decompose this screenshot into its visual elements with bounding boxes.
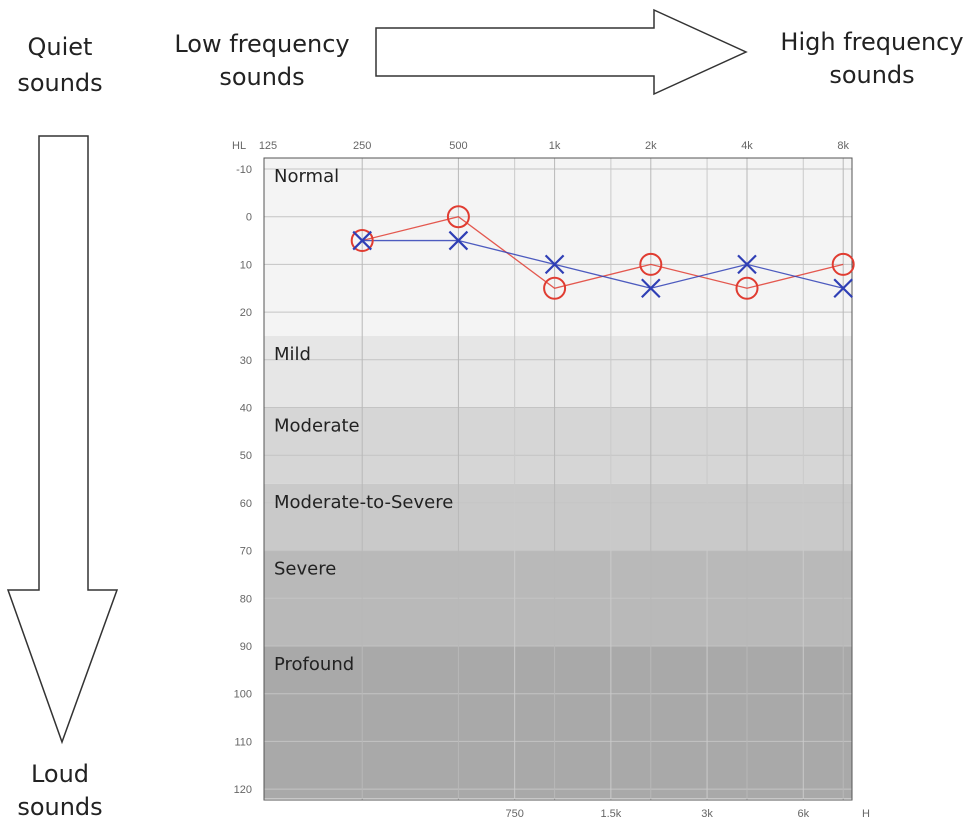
severity-band [264, 158, 852, 336]
top-axis-tick-label: 125 [259, 140, 277, 152]
y-axis-tick-label: 60 [240, 498, 252, 510]
data-point-cross [737, 254, 757, 275]
severity-band [264, 335, 852, 408]
severity-band-label: Severe [274, 559, 336, 580]
top-axis-title: HL [232, 140, 246, 152]
y-axis-tick-label: 80 [240, 593, 252, 605]
severity-bands [264, 158, 852, 799]
y-axis-tick-label: 100 [234, 689, 252, 701]
data-point-cross [833, 278, 853, 299]
severity-band-label: Moderate [274, 416, 360, 437]
quiet-label-line1: Quiet [28, 33, 93, 61]
severity-band-label: Normal [274, 166, 339, 187]
series-line-cross [362, 239, 844, 289]
audiogram-chart: Normal Mild Moderate Moderate-to-Severe Seve… [232, 140, 870, 820]
top-axis-tick-label: 2k [645, 140, 657, 152]
data-point-circle [639, 252, 663, 276]
top-axis-tick-label: 250 [353, 140, 371, 152]
y-axis-tick-label: 90 [240, 641, 252, 653]
y-axis-tick-label: 30 [240, 355, 252, 367]
y-axis-tick-label: 50 [240, 450, 252, 462]
y-axis-tick-label: 20 [240, 307, 252, 319]
y-axis-tick-label: 10 [240, 259, 252, 271]
top-axis-tick-label: 1k [549, 140, 561, 152]
data-point-cross [641, 278, 661, 299]
data-point-circle [543, 276, 567, 300]
y-axis-tick-label: 0 [246, 212, 252, 224]
high-frequency-label-line2: sounds [829, 61, 914, 89]
low-frequency-label-line1: Low frequency [174, 30, 349, 58]
data-point-circle [446, 205, 470, 229]
series-lines [362, 215, 844, 289]
severity-band-label: Mild [274, 344, 311, 365]
severity-band-label: Moderate-to-Severe [274, 492, 453, 513]
data-point-cross [448, 230, 469, 251]
high-frequency-label-line1: High frequency [780, 28, 963, 56]
data-point-cross [352, 230, 372, 251]
bottom-axis-title: H [862, 808, 870, 820]
bottom-axis-tick-label: 750 [505, 808, 523, 820]
y-axis-tick-label: -10 [236, 164, 252, 176]
top-axis-tick-label: 4k [741, 140, 753, 152]
down-arrow-icon [6, 135, 119, 745]
series-markers [350, 205, 855, 300]
data-point-circle [831, 252, 855, 276]
severity-band-labels: Normal Mild Moderate Moderate-to-Severe Seve… [274, 166, 453, 675]
plot-frame [263, 157, 853, 801]
y-axis-tick-label: 40 [240, 403, 252, 415]
right-arrow-icon [375, 8, 748, 96]
bottom-axis-tick-label: 1.5k [600, 808, 621, 820]
data-point-circle [735, 276, 759, 300]
top-axis-tick-label: 500 [449, 140, 467, 152]
top-axis-tick-label: 8k [837, 140, 849, 152]
axis-ticks: HL 125 250 500 1k 2k 4k 8k 750 1.5k 3k 6k H -10 0 10 20 3… [232, 140, 870, 820]
y-axis-tick-label: 110 [234, 736, 252, 748]
low-frequency-label-line2: sounds [219, 63, 304, 91]
loud-label-line2: sounds [17, 793, 102, 821]
bottom-axis-tick-label: 3k [701, 808, 713, 820]
loud-label-line1: Loud [31, 760, 89, 788]
quiet-label-line2: sounds [17, 69, 102, 97]
y-axis-tick-label: 70 [240, 546, 252, 558]
bottom-axis-tick-label: 6k [797, 808, 809, 820]
y-axis-tick-label: 120 [234, 784, 252, 796]
data-point-cross [544, 254, 565, 275]
chart-grid [263, 157, 853, 801]
data-point-circle [350, 229, 374, 253]
severity-band-label: Profound [274, 654, 354, 675]
